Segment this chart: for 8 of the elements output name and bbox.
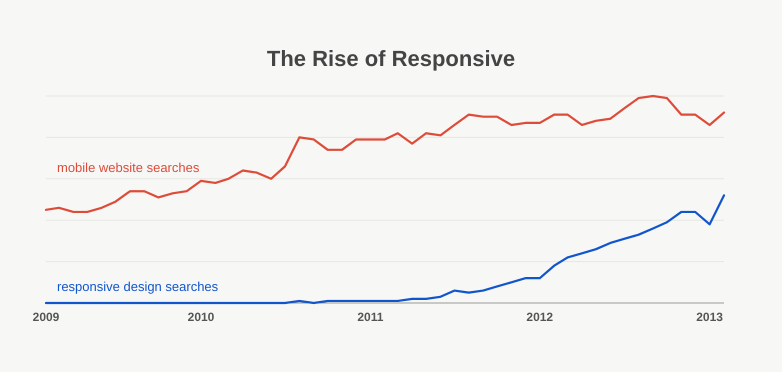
x-tick-label: 2012	[526, 310, 554, 324]
x-tick-label: 2013	[696, 310, 724, 324]
series-label: responsive design searches	[57, 279, 219, 294]
x-tick-label: 2011	[357, 310, 384, 324]
x-tick-label: 2009	[32, 310, 60, 324]
x-tick-label: 2010	[188, 310, 215, 324]
chart-title: The Rise of Responsive	[266, 46, 516, 71]
series-label: mobile website searches	[57, 160, 200, 175]
